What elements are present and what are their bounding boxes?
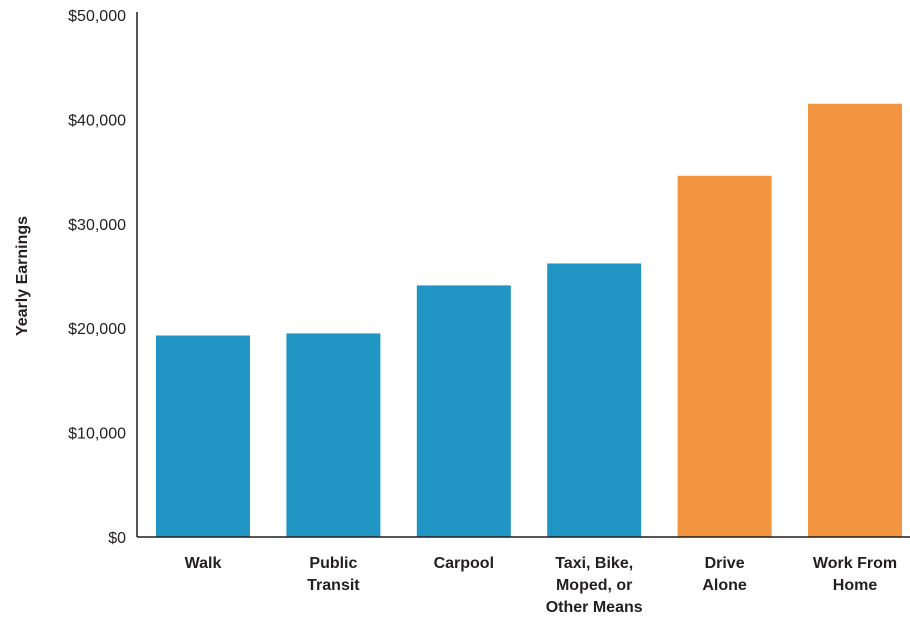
bar bbox=[808, 103, 902, 538]
x-axis-labels: Walk Public Transit Carpool Taxi, Bike, Moped… bbox=[185, 555, 897, 616]
y-tick-label: $10,000 bbox=[68, 426, 126, 443]
bars bbox=[156, 103, 902, 538]
y-tick-label: $30,000 bbox=[68, 217, 126, 234]
x-category-label: Walk bbox=[185, 555, 222, 572]
x-category-label: Taxi, Bike, Moped, or Other Means bbox=[546, 555, 643, 616]
y-tick-label: $20,000 bbox=[68, 321, 126, 338]
y-axis-ticks: $0 $10,000 $20,000 $30,000 $40,000 $50,000 bbox=[68, 8, 126, 547]
y-axis-label: Yearly Earnings bbox=[14, 216, 31, 336]
bar bbox=[677, 175, 772, 537]
x-category-label: Carpool bbox=[434, 555, 494, 572]
x-category-label: Work From Home bbox=[813, 555, 897, 594]
x-category-label: Drive Alone bbox=[702, 555, 747, 594]
y-axis-title: Yearly Earnings bbox=[14, 216, 31, 336]
bar bbox=[547, 263, 642, 537]
x-category-label: Public Transit bbox=[307, 555, 360, 594]
bar bbox=[416, 285, 511, 537]
y-tick-label: $40,000 bbox=[68, 112, 126, 129]
y-tick-label: $50,000 bbox=[68, 8, 126, 25]
bar bbox=[156, 335, 250, 537]
y-tick-label: $0 bbox=[108, 530, 126, 547]
bar bbox=[286, 333, 381, 537]
